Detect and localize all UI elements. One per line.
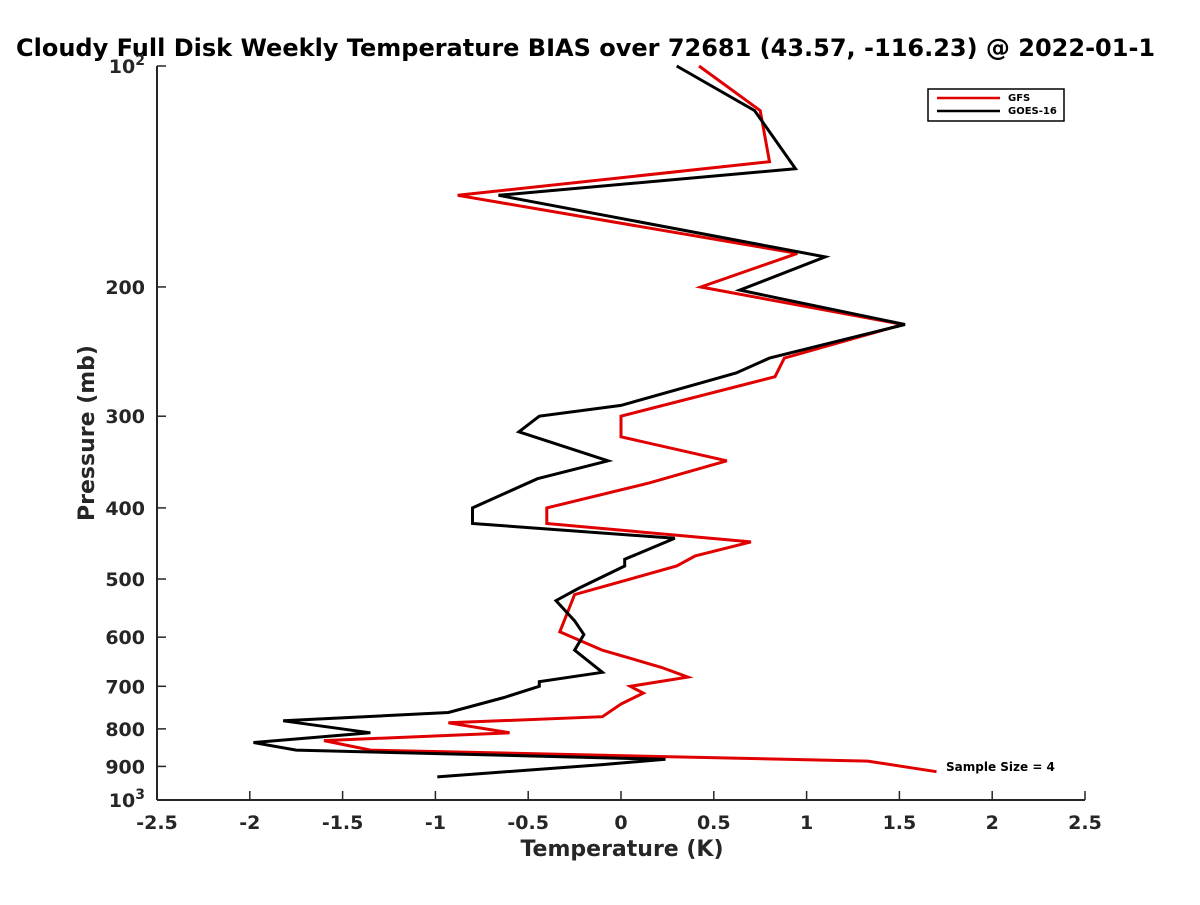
x-tick-label: 1.5 <box>883 812 917 834</box>
y-tick-label: 900 <box>105 756 145 778</box>
y-axis-label: Pressure (mb) <box>75 345 100 521</box>
y-tick-label: 300 <box>105 406 145 428</box>
y-tick-label: 800 <box>105 719 145 741</box>
x-tick-label: 0 <box>614 812 627 834</box>
x-tick-label: -1.5 <box>322 812 364 834</box>
x-tick-label: -2 <box>239 812 260 834</box>
x-tick-label: 2.5 <box>1068 812 1102 834</box>
chart-title: Cloudy Full Disk Weekly Temperature BIAS… <box>16 34 1155 62</box>
x-tick-label: -2.5 <box>136 812 178 834</box>
plot-area: -2.5 -2 -1.5 -1 -0.5 0 0.5 1 1.5 2 2.5 200 300 400 500… <box>105 53 1102 834</box>
x-tick-label: 0.5 <box>697 812 731 834</box>
y-tick-label: 600 <box>105 627 145 649</box>
y-tick-label: 500 <box>105 569 145 591</box>
y-tick-label: 700 <box>105 676 145 698</box>
series-line-goes16 <box>253 64 906 779</box>
legend-frame <box>927 88 1065 122</box>
y-tick-label-power: 102 <box>109 53 145 78</box>
sample-size-annotation: Sample Size = 4 <box>946 760 1055 774</box>
y-tick-label: 400 <box>105 498 145 520</box>
x-axis-label: Temperature (K) <box>520 837 723 862</box>
x-tick-label: 1 <box>800 812 813 834</box>
x-tick-label: 2 <box>986 812 999 834</box>
y-tick-label: 200 <box>105 277 145 299</box>
x-tick-label: -1 <box>425 812 446 834</box>
legend: GFS GOES-16 <box>927 88 1065 122</box>
x-tick-label: -0.5 <box>507 812 549 834</box>
y-tick-label-power: 103 <box>109 787 145 812</box>
legend-label-goes16: GOES-16 <box>1008 106 1057 117</box>
series-line-gfs <box>323 64 937 774</box>
legend-label-gfs: GFS <box>1008 93 1030 104</box>
